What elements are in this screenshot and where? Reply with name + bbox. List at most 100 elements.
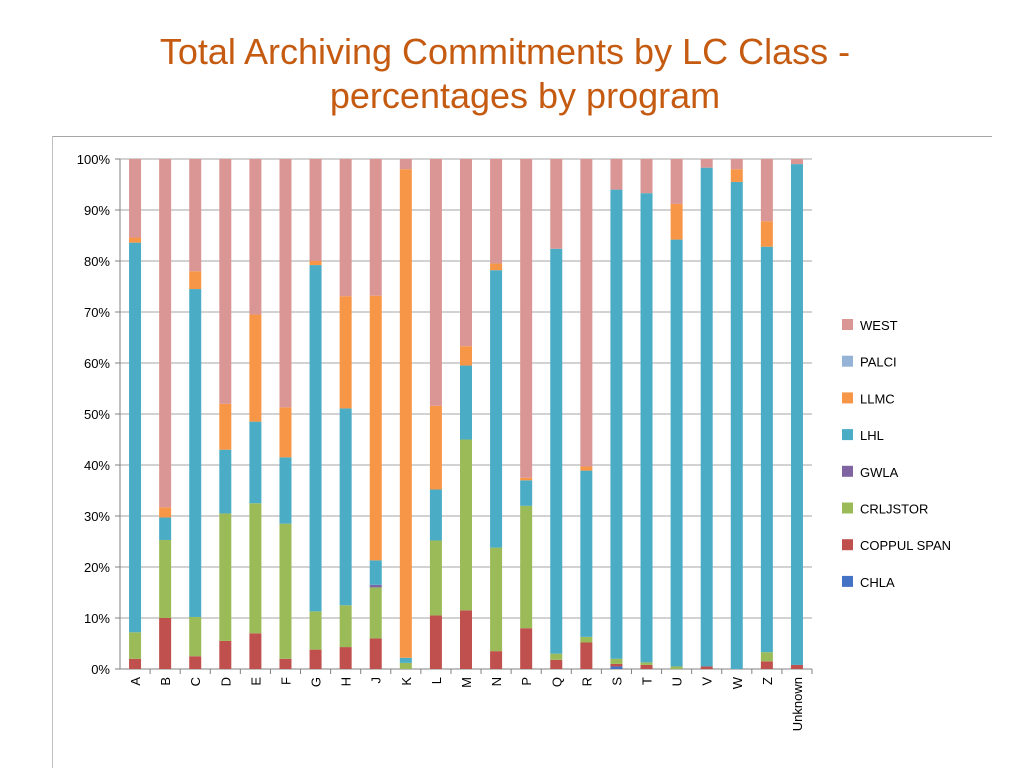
x-tick-label: W (730, 676, 745, 689)
x-tick-label: Q (549, 677, 564, 687)
bar-segment-lhl-a (129, 242, 142, 633)
bar-segment-west-v (700, 159, 713, 168)
y-tick-label: 80% (84, 254, 110, 269)
bar-segment-crljstor-p (520, 505, 533, 629)
bar-segment-llmc-l (429, 405, 442, 490)
bar-segment-llmc-g (309, 261, 322, 266)
bar-segment-llmc-n (490, 263, 503, 271)
bar-segment-llmc-p (520, 477, 533, 481)
legend-swatch (842, 392, 853, 404)
bar-segment-crljstor-m (460, 439, 472, 611)
legend-swatch (842, 319, 853, 330)
bar-segment-lhl-k (399, 657, 412, 663)
bar-segment-llmc-b (159, 507, 172, 518)
legend-label: WEST (860, 318, 898, 333)
bar-segment-lhl-w (730, 181, 743, 669)
bar-segment-llmc-w (730, 169, 743, 182)
bar-segment-west-r (580, 159, 593, 467)
legend-label: CRLJSTOR (860, 502, 928, 517)
bar-segment-lhl-r (580, 470, 593, 637)
bar-segment-lhl-b (159, 517, 172, 540)
x-tick-label: Z (760, 677, 775, 685)
bar-segment-coppul-span-t (640, 664, 653, 669)
x-tick-label: A (128, 677, 143, 686)
bar-segment-lhl-f (279, 457, 292, 524)
bar-segment-llmc-h (339, 296, 352, 409)
bar-segment-coppul-span-h (339, 647, 352, 669)
bar-segment-west-b (159, 159, 172, 508)
legend-swatch (842, 502, 853, 514)
bar-segment-crljstor-l (429, 540, 442, 616)
bar-segment-west-u (670, 159, 683, 204)
bar-segment-lhl-t (640, 193, 653, 663)
y-tick-label: 100% (77, 152, 111, 167)
bar-segment-west-q (550, 159, 563, 249)
bar-segment-coppul-span-q (550, 659, 563, 669)
bar-segment-west-s (610, 159, 623, 190)
bar-segment-lhl-e (249, 421, 262, 504)
bar-segment-llmc-u (670, 203, 683, 240)
bar-segment-crljstor-f (279, 523, 292, 659)
bar-segment-coppul-span-unknown (790, 664, 803, 669)
x-tick-label: E (248, 677, 263, 686)
bar-segment-coppul-span-v (700, 666, 713, 669)
bar-segment-lhl-l (429, 489, 442, 541)
bar-segment-west-c (189, 159, 202, 272)
bar-segment-coppul-span-b (159, 618, 172, 669)
bar-segment-coppul-span-n (490, 651, 503, 669)
bar-segment-crljstor-t (640, 662, 653, 665)
y-tick-label: 50% (84, 407, 110, 422)
legend-label: CHLA (860, 575, 895, 590)
x-tick-label: M (459, 677, 474, 688)
bar-segment-crljstor-g (309, 611, 322, 650)
x-tick-label: G (309, 677, 324, 687)
bar-segment-crljstor-b (159, 539, 172, 618)
bar-segment-lhl-unknown (790, 164, 803, 665)
bar-segment-lhl-m (460, 365, 472, 440)
bar-segment-lhl-s (610, 189, 623, 659)
bar-segment-coppul-span-r (580, 642, 593, 669)
y-tick-label: 90% (84, 203, 110, 218)
x-tick-label: V (700, 677, 715, 686)
bar-segment-lhl-q (550, 248, 563, 654)
bar-segment-coppul-span-d (219, 640, 232, 669)
legend-swatch (842, 355, 853, 367)
bar-segment-lhl-u (670, 239, 683, 667)
bar-segment-crljstor-r (580, 636, 593, 643)
legend-swatch (842, 539, 853, 551)
x-tick-label: B (158, 677, 173, 686)
title-line-2: percentages by program (329, 75, 721, 116)
legend-label: LHL (860, 428, 884, 443)
y-tick-label: 30% (84, 509, 110, 524)
bar-segment-coppul-span-c (189, 656, 202, 669)
bar-segment-gwla-j (369, 584, 382, 588)
bar-segment-west-k (399, 159, 412, 170)
bar-segment-west-e (249, 159, 262, 315)
bar-segment-lhl-v (700, 167, 713, 667)
bar-segment-lhl-g (309, 265, 322, 612)
bar-segment-llmc-c (189, 271, 202, 290)
x-tick-label: C (188, 677, 203, 686)
x-tick-label: S (609, 677, 624, 686)
x-tick-label: T (640, 677, 655, 685)
y-tick-label: 40% (84, 458, 110, 473)
y-tick-label: 20% (84, 560, 110, 575)
bar-segment-llmc-z (760, 221, 773, 247)
bar-segment-coppul-span-a (129, 658, 142, 669)
y-tick-label: 10% (84, 611, 110, 626)
bar-segment-crljstor-z (760, 652, 773, 662)
bar-segment-coppul-span-l (429, 615, 442, 669)
bar-segment-lhl-z (760, 246, 773, 653)
bar-segment-crljstor-h (339, 605, 352, 648)
bar-segment-coppul-span-e (249, 633, 262, 669)
bar-segment-crljstor-j (369, 587, 382, 639)
bar-segment-coppul-span-m (460, 610, 472, 669)
bar-segment-crljstor-a (129, 632, 142, 659)
bar-segment-lhl-j (369, 560, 382, 585)
legend-label: LLMC (860, 391, 895, 406)
bar-segment-crljstor-c (189, 616, 202, 657)
x-tick-label: U (670, 677, 685, 686)
bar-segment-crljstor-u (670, 666, 683, 669)
legend-label: GWLA (860, 465, 899, 480)
bar-segment-crljstor-s (610, 658, 623, 664)
